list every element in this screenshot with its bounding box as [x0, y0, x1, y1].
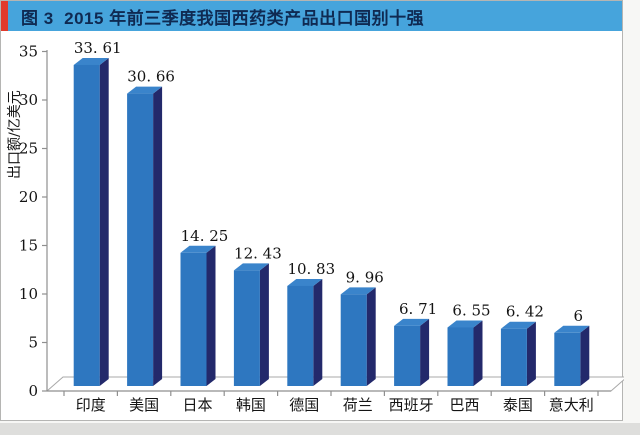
bar-side-face: [206, 245, 216, 386]
y-tick-label: 0: [28, 382, 38, 400]
red-accent-block: [1, 1, 8, 31]
bar-top-face: [180, 245, 216, 253]
bar-side-face: [313, 278, 323, 386]
figure-title-bar: 图 3 2015 年前三季度我国西药类产品出口国别十强: [1, 1, 622, 31]
bar-top-face: [233, 263, 269, 271]
chart-area: 0 5 10 15 20 25 30 35 出口额/亿美元 33. 61 印度 30. 66 美国 14.…: [1, 31, 629, 420]
bar: [340, 294, 367, 386]
bar-value-label: 30. 66: [127, 68, 175, 86]
bar-top-face: [447, 320, 483, 328]
bar-side-face: [99, 57, 109, 386]
bar-top-face: [127, 86, 163, 94]
bar-value-label: 6. 55: [452, 301, 490, 319]
category-label: 荷兰: [343, 396, 373, 414]
y-tick-label: 30: [19, 91, 38, 109]
bar-side-face: [526, 321, 536, 386]
bar-top-face: [287, 278, 323, 286]
category-label: 日本: [182, 396, 212, 414]
category-label: 美国: [129, 396, 159, 414]
bar: [127, 93, 154, 387]
y-axis-title: 出口额/亿美元: [7, 90, 23, 179]
bar-top-face: [394, 318, 430, 326]
y-tick-label: 20: [19, 188, 38, 206]
category-label: 韩国: [236, 396, 266, 414]
bar: [180, 252, 207, 386]
category-label: 德国: [289, 396, 319, 414]
category-label: 巴西: [449, 396, 479, 414]
bar: [233, 270, 260, 386]
bar-side-face: [153, 86, 163, 387]
bar-value-label: 10. 83: [287, 260, 335, 278]
bar-value-label: 9. 96: [346, 268, 384, 286]
category-label: 泰国: [503, 396, 533, 414]
figure-title: 图 3 2015 年前三季度我国西药类产品出口国别十强: [21, 8, 425, 28]
bar: [394, 325, 421, 386]
y-tick-label: 25: [19, 140, 38, 158]
bar-top-face: [500, 321, 536, 329]
bar-top-face: [554, 325, 590, 333]
y-tick-label: 35: [19, 43, 38, 61]
category-label: 西班牙: [389, 396, 434, 414]
bar-side-face: [420, 318, 430, 386]
bar: [73, 64, 100, 386]
title-background: 图 3 2015 年前三季度我国西药类产品出口国别十强: [8, 1, 622, 31]
bar-side-face: [259, 263, 269, 386]
bar: [447, 327, 474, 386]
figure-panel: 图 3 2015 年前三季度我国西药类产品出口国别十强 0 5 10 15 20 25 30…: [0, 0, 629, 421]
category-label: 意大利: [549, 396, 594, 414]
bar-side-face: [366, 287, 376, 386]
bar: [500, 328, 527, 386]
y-tick-label: 5: [28, 334, 38, 352]
bar: [554, 332, 581, 386]
category-label: 印度: [76, 396, 106, 414]
page-bottom-strip: [0, 423, 640, 435]
bar-value-label: 12. 43: [234, 244, 282, 262]
bar-value-label: 6: [574, 307, 584, 325]
bar-top-face: [340, 287, 376, 295]
bar-top-face: [73, 57, 109, 65]
bar-value-label: 6. 71: [399, 300, 437, 318]
bar-side-face: [473, 320, 483, 386]
bar-chart: 0 5 10 15 20 25 30 35 出口额/亿美元 33. 61 印度 30. 66 美国 14.…: [7, 39, 629, 414]
y-tick-label: 10: [19, 285, 38, 303]
bar-value-label: 33. 61: [74, 39, 122, 57]
bar-value-label: 6. 42: [506, 303, 544, 321]
bar-side-face: [580, 325, 590, 386]
bar: [287, 285, 314, 386]
y-tick-label: 15: [19, 237, 38, 255]
bar-value-label: 14. 25: [181, 227, 229, 245]
